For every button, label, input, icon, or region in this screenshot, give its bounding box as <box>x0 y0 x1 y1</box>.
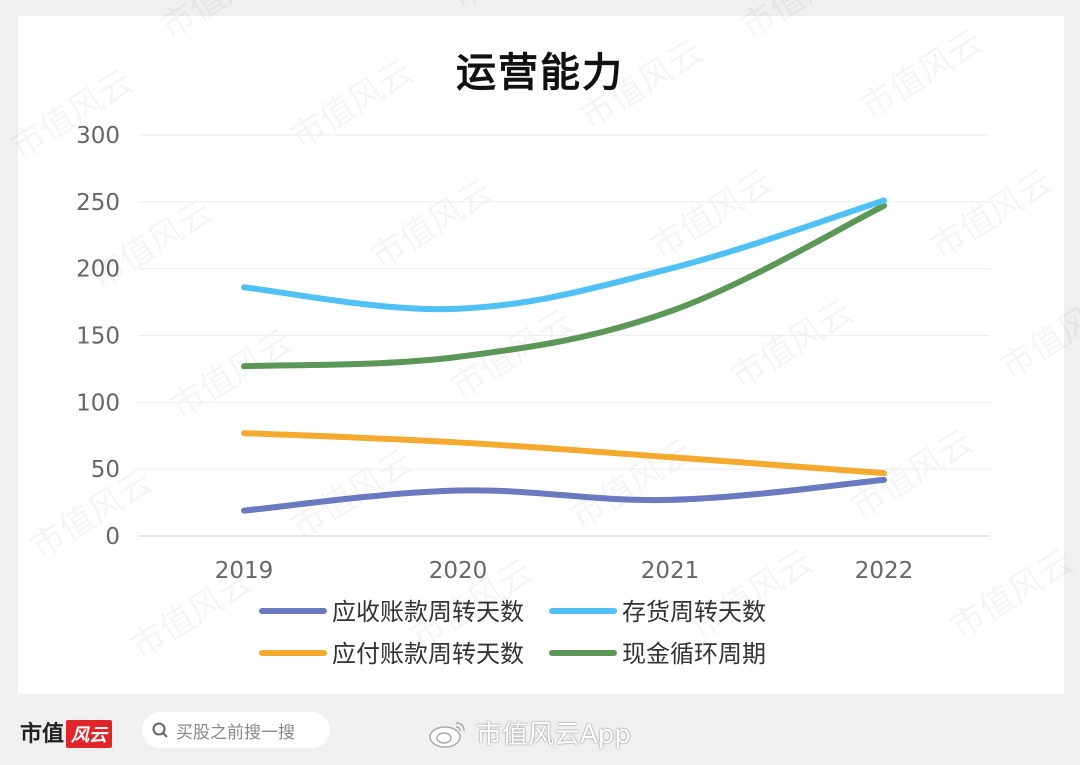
series-line <box>241 476 887 514</box>
search-placeholder: 买股之前搜一搜 <box>176 722 295 743</box>
watermark-text: 市值风云 <box>994 282 1080 388</box>
y-tick-label: 250 <box>76 190 120 216</box>
watermark-text: 市值风云 <box>684 542 821 648</box>
y-tick-label: 200 <box>76 257 120 283</box>
legend-label: 应付账款周转天数 <box>332 640 524 668</box>
legend-label: 现金循环周期 <box>622 640 766 668</box>
x-tick-label: 2022 <box>855 558 914 584</box>
legend-label: 存货周转天数 <box>622 598 766 626</box>
x-tick-label: 2020 <box>429 558 488 584</box>
chart-card <box>18 16 1064 694</box>
search-icon <box>152 722 168 738</box>
watermark-text: 市值风云 <box>644 162 781 268</box>
y-tick-label: 0 <box>105 524 120 550</box>
watermark-text: 市值风云 <box>444 0 581 18</box>
y-tick-label: 150 <box>76 324 120 350</box>
watermark-text: 市值风云 <box>724 292 861 398</box>
series-line <box>241 202 887 370</box>
weibo-icon <box>429 721 465 748</box>
watermark-text: 市值风云 <box>944 542 1080 648</box>
brand-badge: 风云 <box>66 720 113 748</box>
x-tick-label: 2019 <box>215 558 274 584</box>
footer: 市值 风云 买股之前搜一搜 市值风云App <box>0 700 1080 765</box>
series-line <box>241 197 887 313</box>
weibo-text: 市值风云App <box>476 720 631 750</box>
legend-label: 应收账款周转天数 <box>332 598 524 626</box>
y-tick-label: 50 <box>91 457 120 483</box>
search-box[interactable]: 买股之前搜一搜 <box>142 712 330 748</box>
y-tick-label: 300 <box>76 123 120 149</box>
series-lines <box>241 197 887 514</box>
series-line <box>241 430 887 477</box>
chart-title: 运营能力 <box>456 50 624 96</box>
y-axis-ticks: 0 50 100 150 200 250 300 <box>76 123 120 550</box>
watermark-text: 市值风云 <box>924 162 1061 268</box>
weibo-account: 市值风云App <box>428 714 631 751</box>
watermark-text: 市值风云 <box>364 172 501 278</box>
watermark-text: 市值风云 <box>164 322 301 428</box>
x-axis-ticks: 2019 2020 2021 2022 <box>215 558 914 584</box>
y-tick-label: 100 <box>76 390 120 416</box>
watermark-text: 市值风云 <box>564 432 701 538</box>
brand-logo: 市值 风云 <box>20 716 113 748</box>
brand-text: 市值 <box>20 722 65 747</box>
grid-lines <box>138 134 990 537</box>
x-tick-label: 2021 <box>641 558 700 584</box>
